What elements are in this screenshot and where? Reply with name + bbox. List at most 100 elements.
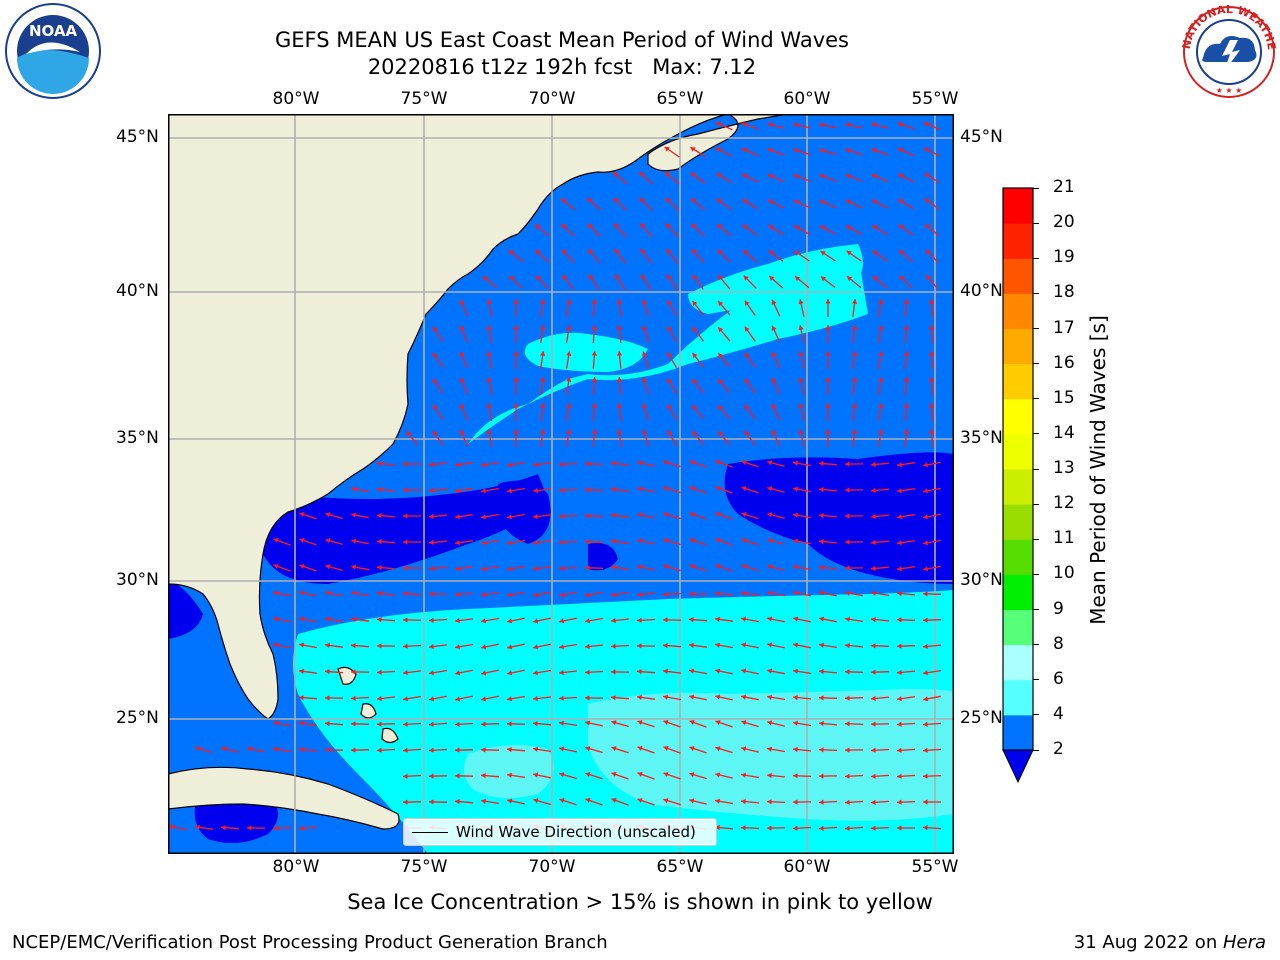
direction-arrow-head (455, 799, 460, 805)
direction-arrow-head (481, 618, 486, 624)
direction-arrow-head (871, 747, 876, 753)
direction-arrow-head (325, 564, 331, 570)
direction-arrow-head (897, 591, 902, 597)
direction-arrow-head (871, 721, 876, 727)
direction-arrow-head (793, 695, 798, 701)
direction-arrow-head (898, 199, 904, 204)
direction-arrow-head (923, 670, 928, 676)
direction-arrow-head (273, 746, 278, 752)
lon-label-bottom-60w: 60°W (783, 857, 831, 877)
colorbar-segment (1003, 293, 1033, 329)
direction-arrow-head (642, 429, 647, 435)
colorbar-tick-label: 8 (1053, 633, 1064, 654)
direction-arrow-head (455, 644, 460, 650)
svg-text:★ ★ ★: ★ ★ ★ (1216, 86, 1243, 95)
direction-arrow-head (429, 461, 434, 467)
direction-arrow-head (299, 668, 304, 674)
colorbar-segment (1003, 504, 1033, 540)
direction-arrow-head (878, 403, 884, 408)
direction-arrow-head (637, 746, 643, 751)
direction-arrow-head (533, 695, 538, 702)
direction-arrow-head (798, 403, 804, 409)
direction-arrow-head (715, 694, 721, 700)
direction-arrow-head (455, 696, 461, 702)
direction-arrow-head (566, 429, 572, 434)
direction-arrow-head (611, 746, 617, 752)
direction-arrow-head (455, 514, 460, 520)
colorbar-segment (1003, 644, 1033, 681)
noaa-logo: NOAA (5, 3, 101, 99)
direction-arrow-head (929, 325, 935, 330)
direction-arrow-head (715, 591, 720, 597)
direction-arrow-head (852, 403, 858, 408)
direction-arrow-head (742, 199, 748, 204)
direction-arrow-head (509, 275, 515, 281)
direction-arrow-head (878, 377, 884, 382)
direction-arrow-head (819, 747, 824, 753)
direction-arrow-head (481, 721, 486, 727)
direction-arrow-head (871, 513, 876, 519)
direction-arrow-head (481, 514, 486, 520)
direction-arrow-head (377, 565, 382, 571)
direction-arrow-head (429, 696, 435, 702)
direction-arrow-head (923, 721, 928, 727)
direction-arrow-head (611, 512, 616, 518)
colorbar-extension (1002, 749, 1034, 784)
direction-arrow-head (793, 512, 798, 518)
direction-arrow-head (611, 695, 616, 701)
direction-arrow-head (591, 325, 597, 330)
direction-arrow-head (845, 513, 850, 519)
direction-arrow-head (923, 747, 928, 753)
lon-label-bottom-70w: 70°W (528, 857, 576, 877)
direction-arrow-head (741, 538, 747, 543)
direction-arrow-head (611, 669, 616, 675)
direction-arrow-head (793, 148, 799, 154)
direction-arrow-head (507, 514, 512, 520)
direction-arrow-head (871, 173, 877, 179)
direction-arrow-head (845, 669, 850, 675)
direction-arrow-head (611, 460, 616, 466)
colorbar-tick-mark (1033, 573, 1039, 575)
direction-arrow-head (871, 695, 876, 701)
direction-arrow-head (715, 460, 721, 465)
direction-arrow-head (507, 696, 512, 702)
direction-arrow-head (717, 249, 723, 255)
direction-arrow-head (715, 512, 721, 517)
direction-arrow-head (845, 199, 852, 205)
direction-arrow-head (513, 325, 519, 330)
direction-arrow-head (377, 617, 382, 623)
direction-arrow-head (533, 488, 538, 494)
direction-arrow-head (585, 798, 591, 803)
direction-arrow-head (533, 798, 539, 804)
direction-arrow-head (640, 248, 646, 254)
direction-arrow-head (535, 224, 541, 230)
run-date-text: 31 Aug 2022 on (1073, 932, 1223, 953)
direction-arrow-head (793, 825, 798, 831)
direction-arrow-head (637, 617, 642, 623)
direction-arrow-head (924, 147, 930, 153)
direction-arrow-head (617, 403, 623, 408)
direction-arrow-head (585, 720, 591, 726)
direction-arrow-head (793, 538, 798, 544)
direction-arrow-head (533, 540, 538, 546)
direction-arrow-head (897, 669, 902, 675)
newfoundland-nova-scotia (647, 114, 789, 172)
direction-arrow-head (771, 351, 777, 357)
direction-arrow-head (819, 590, 825, 596)
direction-arrow-head (845, 122, 851, 128)
colorbar-tick-label: 14 (1053, 422, 1075, 443)
direction-arrow-head (481, 644, 487, 650)
direction-arrow-head (929, 351, 935, 356)
direction-arrow-head (481, 747, 486, 753)
land (168, 114, 789, 830)
direction-arrow-head (663, 772, 669, 777)
lon-label-bottom-80w: 80°W (272, 857, 320, 877)
direction-arrow-head (768, 199, 774, 205)
direction-arrow-head (690, 147, 696, 152)
lon-label-top-70w: 70°W (528, 89, 576, 109)
direction-arrow-head (689, 642, 694, 648)
colorbar-tick-label: 19 (1053, 247, 1075, 268)
direction-arrow-head (432, 378, 438, 384)
direction-arrow-head (561, 249, 567, 255)
direction-arrow-head (898, 173, 904, 179)
